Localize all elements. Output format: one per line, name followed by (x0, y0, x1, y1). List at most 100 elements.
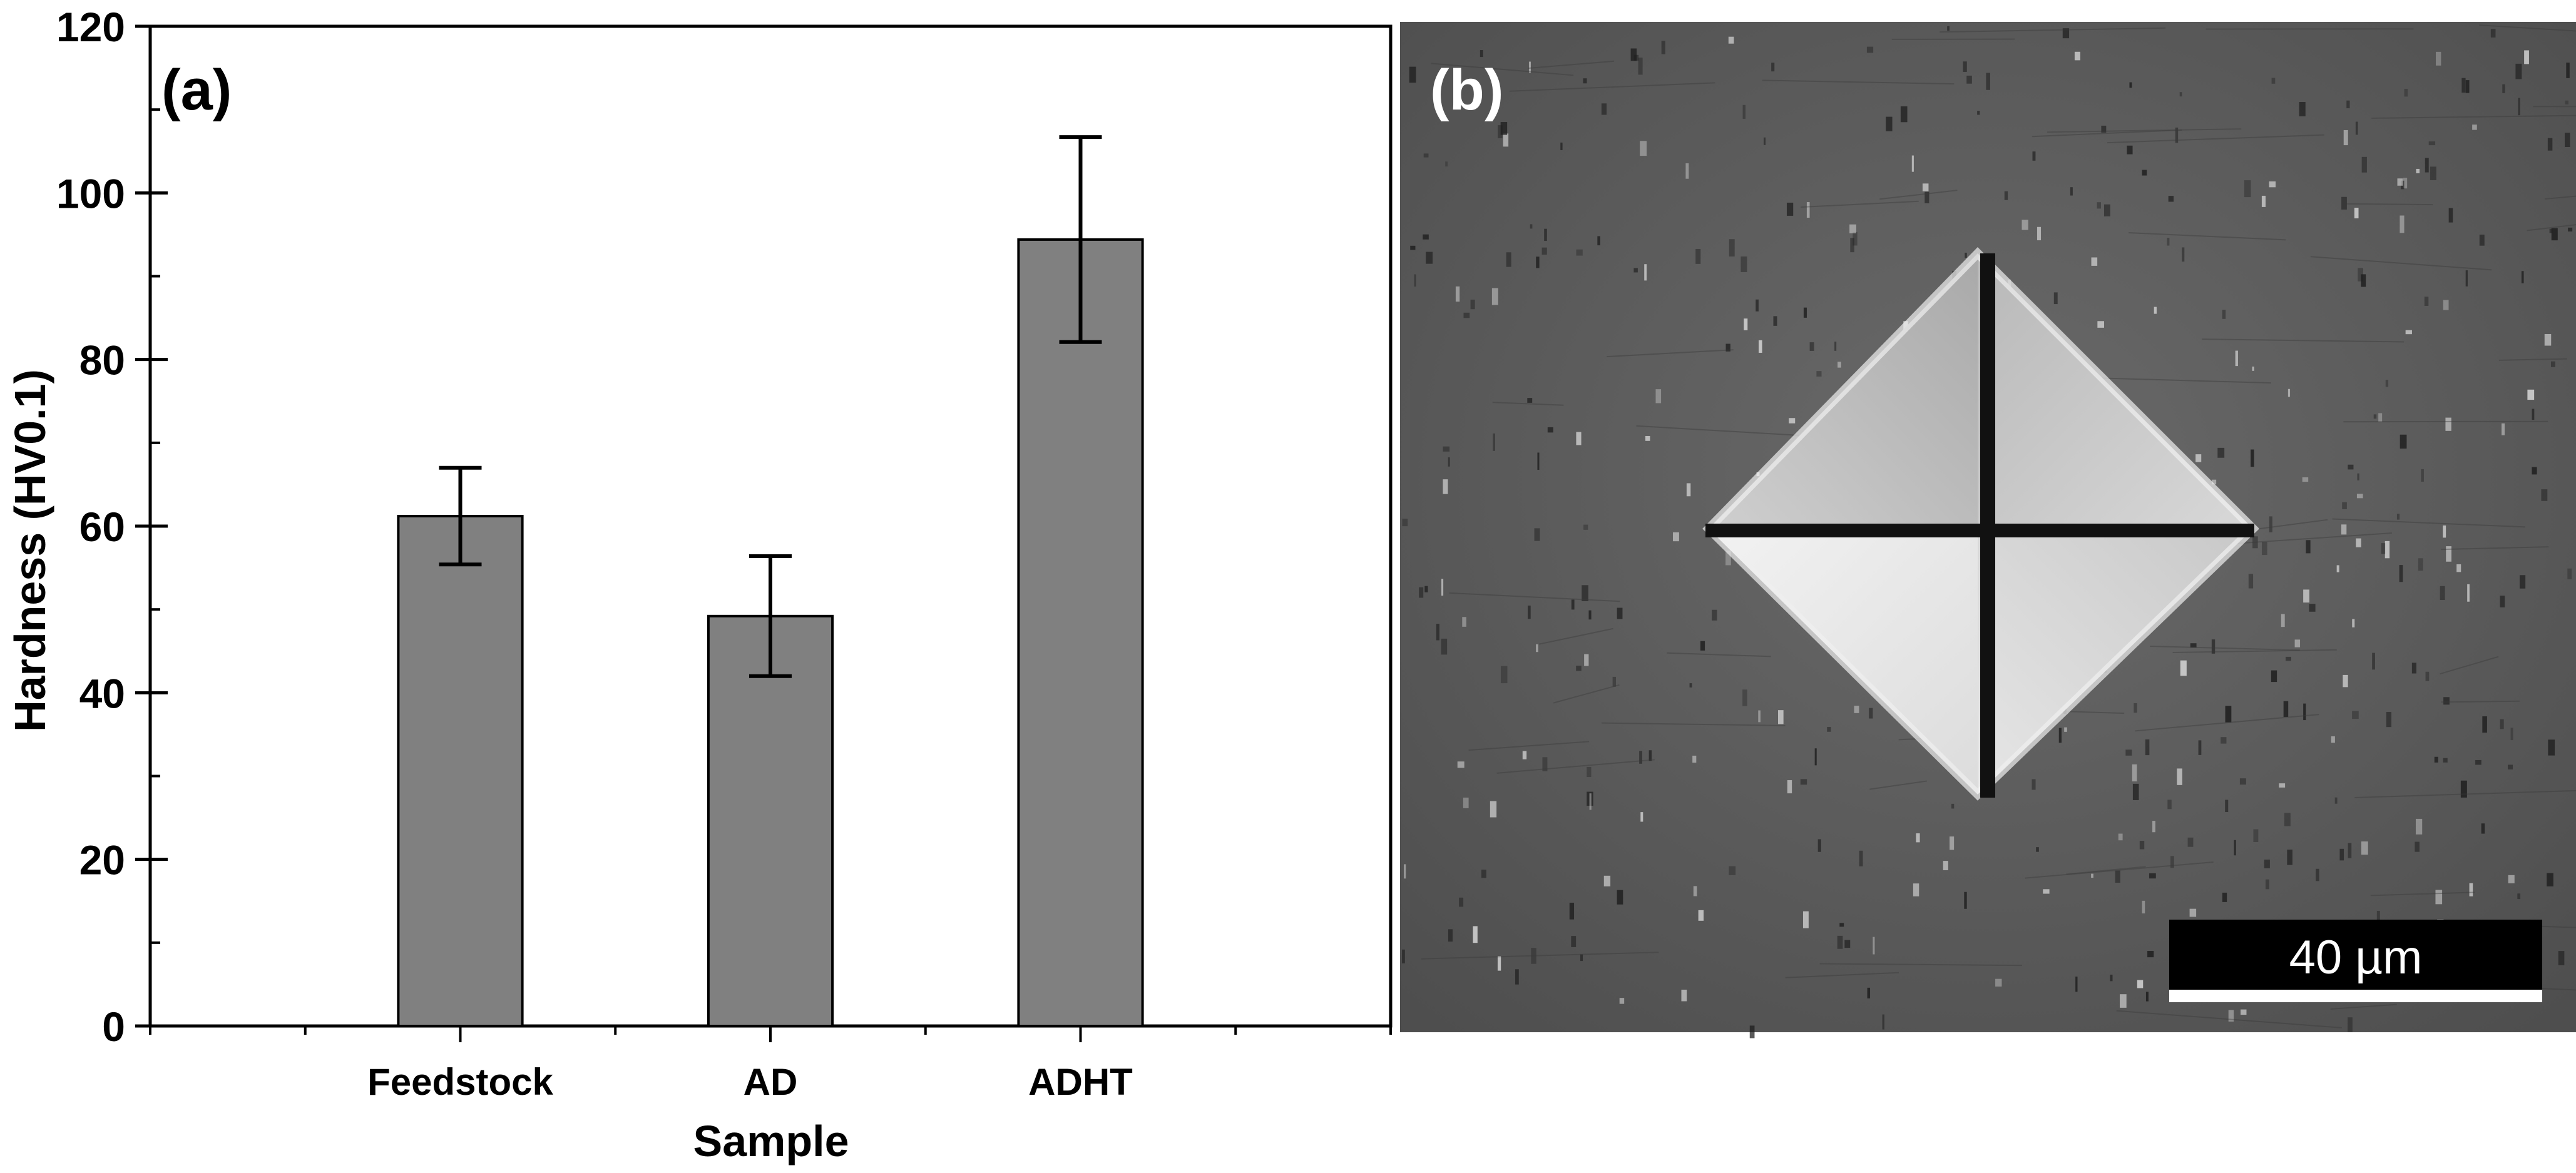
surface-speck (1744, 318, 1748, 330)
surface-speck (1803, 307, 1807, 318)
surface-speck (2551, 228, 2558, 241)
surface-speck (1729, 866, 1736, 875)
y-axis-label: Hardness (HV0.1) (6, 369, 54, 732)
surface-scratch (2479, 24, 2576, 32)
surface-speck (1685, 163, 1689, 179)
surface-speck (1443, 446, 1450, 452)
surface-speck (1814, 748, 1817, 766)
surface-scratch (2107, 134, 2324, 144)
surface-scratch (1801, 200, 1919, 208)
surface-speck (2566, 63, 2570, 78)
surface-speck (2415, 818, 2423, 835)
surface-speck (2564, 133, 2570, 147)
surface-speck (2532, 467, 2537, 475)
surface-speck (1728, 36, 1734, 44)
surface-scratch (2066, 866, 2146, 875)
surface-speck (2189, 908, 2197, 917)
surface-speck (1436, 624, 1439, 641)
surface-speck (2222, 892, 2227, 902)
surface-speck (1913, 883, 1919, 896)
surface-speck (2373, 414, 2377, 419)
surface-speck (1638, 58, 1643, 75)
surface-speck (1882, 1014, 1884, 1030)
surface-speck (2355, 121, 2358, 135)
surface-speck (2397, 178, 2403, 186)
surface-scratch (1421, 952, 1659, 960)
surface-speck (2303, 703, 2306, 721)
surface-speck (2302, 477, 2309, 482)
surface-scratch (2201, 338, 2405, 343)
surface-speck (1589, 793, 1592, 810)
surface-speck (2502, 84, 2505, 93)
surface-speck (1531, 948, 1536, 964)
surface-speck (2481, 823, 2485, 834)
surface-speck (1423, 153, 1429, 158)
surface-speck (1441, 579, 1444, 596)
surface-speck (1560, 142, 1563, 150)
surface-speck (2440, 586, 2445, 601)
surface-speck (2134, 703, 2137, 713)
surface-speck (2472, 124, 2477, 130)
surface-speck (2110, 974, 2113, 982)
surface-speck (1692, 755, 1697, 763)
surface-speck (1481, 870, 1486, 878)
surface-speck (2147, 950, 2154, 958)
surface-speck (2354, 208, 2359, 219)
surface-speck (1619, 998, 1625, 1004)
surface-scratch (2332, 518, 2525, 528)
surface-speck (2132, 783, 2139, 800)
surface-speck (2036, 847, 2039, 852)
surface-speck (2425, 671, 2430, 681)
surface-speck (2415, 841, 2420, 852)
surface-scratch (1879, 190, 1958, 200)
surface-speck (1414, 274, 1416, 287)
surface-scratch (2047, 128, 2242, 133)
surface-speck (1681, 989, 1687, 1002)
surface-speck (1866, 46, 1874, 53)
surface-speck (2567, 568, 2572, 579)
surface-speck (1419, 587, 1424, 598)
surface-speck (2091, 873, 2093, 878)
surface-speck (2285, 656, 2291, 661)
surface-speck (2456, 564, 2461, 572)
surface-speck (1995, 978, 2002, 987)
surface-speck (1916, 833, 1920, 843)
surface-scratch (2544, 195, 2576, 200)
surface-speck (2269, 516, 2272, 532)
surface-speck (1630, 48, 1637, 61)
surface-speck (1473, 926, 1478, 943)
surface-speck (2139, 841, 2145, 850)
surface-speck (2175, 127, 2179, 143)
surface-speck (1500, 666, 1508, 684)
surface-speck (2430, 166, 2436, 180)
surface-speck (2403, 178, 2408, 189)
surface-speck (2058, 728, 2062, 743)
surface-speck (2198, 740, 2202, 755)
scale-bar-box (2169, 920, 2542, 990)
surface-speck (1537, 452, 1540, 470)
surface-speck (2228, 1010, 2234, 1022)
surface-speck (2424, 297, 2429, 306)
surface-speck (2265, 879, 2269, 890)
surface-speck (1802, 911, 1809, 928)
surface-speck (2217, 447, 2225, 458)
surface-speck (2348, 843, 2352, 858)
surface-speck (2558, 951, 2565, 965)
surface-speck (1459, 897, 1464, 907)
scale-bar-label: 40 µm (2289, 931, 2423, 984)
surface-speck (2490, 29, 2496, 38)
surface-speck (1603, 875, 1611, 886)
surface-speck (2467, 584, 2470, 602)
surface-speck (1583, 524, 1588, 530)
surface-speck (2346, 100, 2350, 109)
surface-speck (1528, 61, 1531, 73)
surface-speck (1800, 779, 1807, 785)
surface-speck (1443, 479, 1448, 494)
surface-speck (1849, 224, 1856, 233)
surface-speck (2500, 596, 2505, 607)
surface-speck (1497, 956, 1501, 971)
surface-speck (2021, 220, 2028, 230)
surface-speck (1771, 63, 1775, 72)
surface-speck (2075, 977, 2078, 992)
